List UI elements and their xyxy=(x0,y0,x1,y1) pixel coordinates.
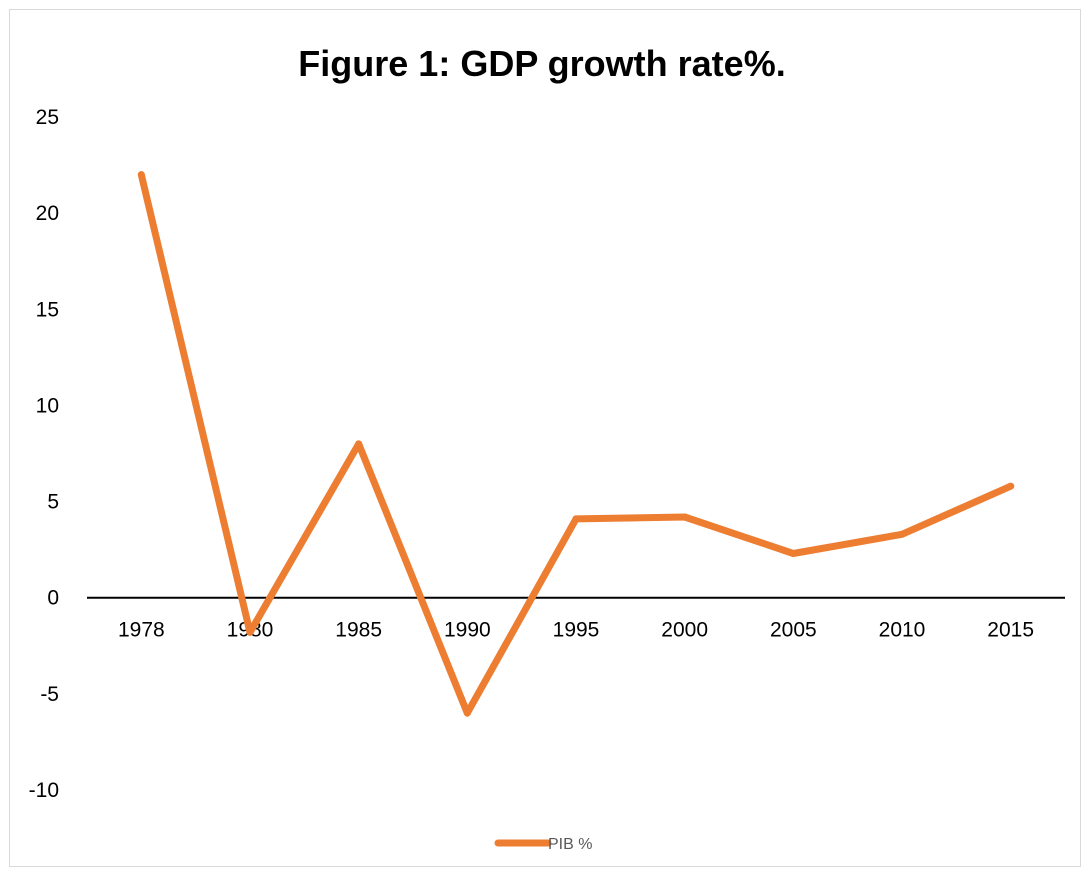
y-tick-label: 20 xyxy=(36,202,59,225)
y-tick-label: 10 xyxy=(36,394,59,417)
x-tick-label: 2015 xyxy=(987,619,1034,642)
x-tick-label: 2005 xyxy=(770,619,817,642)
y-tick-label: 15 xyxy=(36,298,59,321)
y-tick-label: 0 xyxy=(47,587,59,610)
y-tick-label: -5 xyxy=(40,683,59,706)
y-axis-ticks: 25 20 15 10 5 0 -5 -10 xyxy=(29,106,59,802)
x-tick-label: 1995 xyxy=(553,619,600,642)
chart-title: Figure 1: GDP growth rate%. xyxy=(298,43,785,84)
x-axis-ticks: 197819801985199019952000200520102015 xyxy=(118,619,1034,642)
data-point xyxy=(463,709,471,717)
data-point xyxy=(246,628,254,636)
data-point xyxy=(355,440,363,448)
data-point xyxy=(789,549,797,557)
y-tick-label: 25 xyxy=(36,106,59,129)
y-tick-label: -10 xyxy=(29,779,59,802)
x-tick-label: 1990 xyxy=(444,619,491,642)
x-tick-label: 1985 xyxy=(335,619,382,642)
y-tick-label: 5 xyxy=(47,491,59,514)
x-tick-label: 2010 xyxy=(879,619,926,642)
data-point xyxy=(681,513,689,521)
x-tick-label: 1978 xyxy=(118,619,165,642)
data-point xyxy=(137,171,145,179)
data-point xyxy=(572,515,580,523)
legend: PIB % xyxy=(494,836,592,853)
legend-label-pib: PIB % xyxy=(548,836,592,853)
chart-frame xyxy=(9,9,1081,867)
data-point xyxy=(1007,482,1015,490)
data-point xyxy=(898,530,906,538)
series-layer xyxy=(137,171,1015,717)
x-tick-label: 2000 xyxy=(661,619,708,642)
